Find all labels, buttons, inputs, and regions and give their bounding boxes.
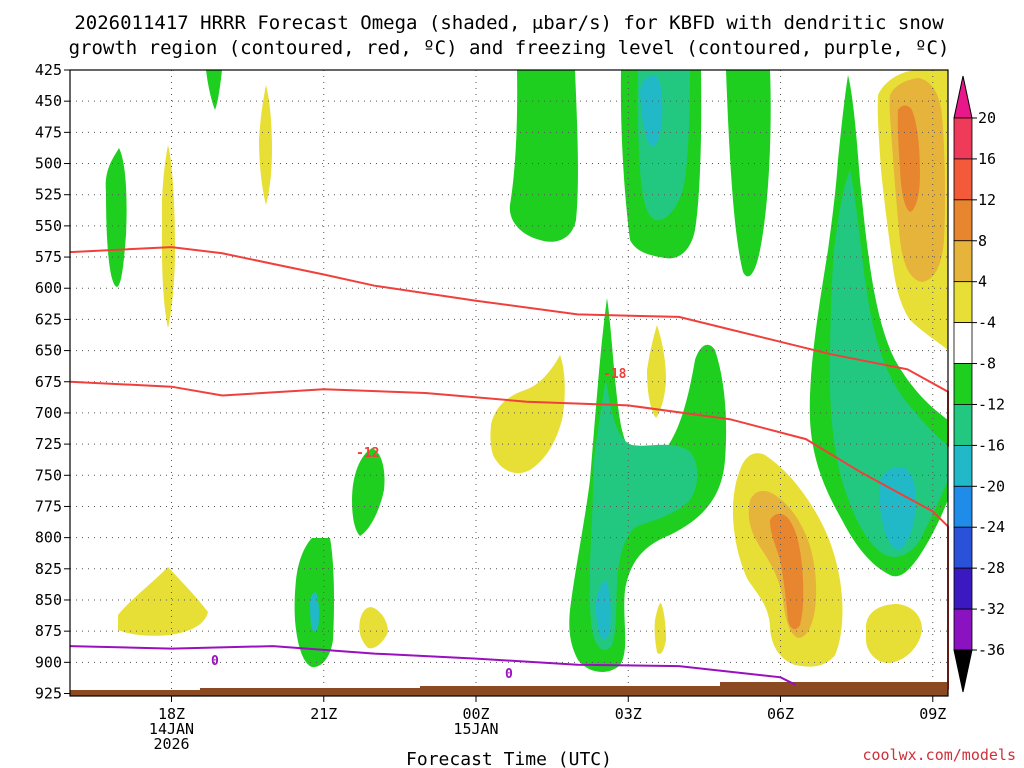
plot-frame	[69, 69, 949, 697]
y-tick-label: 875	[35, 622, 62, 640]
y-tick-label: 625	[35, 310, 62, 328]
colorbar-segment	[953, 485, 973, 528]
y-tick-label: 750	[35, 466, 62, 484]
omega-region	[118, 567, 208, 636]
colorbar-top-arrow	[953, 75, 973, 119]
chart-title-line2: growth region (contoured, red, ºC) and f…	[69, 37, 950, 59]
colorbar-segment	[953, 199, 973, 242]
contour-label: 0	[211, 654, 219, 669]
omega-region	[105, 148, 127, 287]
colorbar-segment	[953, 404, 973, 446]
colorbar-segment	[953, 322, 973, 364]
y-tick-label: 725	[35, 435, 62, 453]
omega-region	[654, 603, 666, 654]
y-tick-label: 500	[35, 155, 62, 173]
colorbar-segment	[953, 158, 973, 201]
omega-region	[259, 85, 272, 205]
colorbar-label: -36	[978, 641, 1005, 659]
colorbar-label: -4	[978, 314, 996, 332]
x-tick-label: 06Z	[767, 705, 794, 723]
colorbar-segment	[953, 117, 973, 160]
colorbar-label: 20	[978, 109, 996, 127]
omega-region	[866, 604, 922, 664]
colorbar-label: -12	[978, 395, 1005, 413]
colorbar-label: -24	[978, 518, 1005, 536]
x-tick-date: 15JAN	[453, 720, 498, 738]
y-axis: 425 450 475 500 525 550 575 600 625 650 675 700 725 7…	[35, 61, 70, 703]
contour-label: -12	[356, 446, 379, 461]
omega-region	[897, 105, 920, 212]
x-tick-label: 00Z	[462, 705, 489, 723]
y-tick-label: 850	[35, 591, 62, 609]
credit-text: coolwx.com/models	[862, 746, 1016, 764]
colorbar-segment	[953, 526, 973, 569]
y-tick-label: 825	[35, 560, 62, 578]
omega-region	[310, 592, 320, 632]
omega-region	[509, 70, 578, 242]
contour-minus18	[69, 246, 949, 447]
colorbar-label: -20	[978, 477, 1005, 495]
colorbar-label: -32	[978, 600, 1005, 618]
colorbar-segment	[953, 444, 973, 487]
colorbar-label: -8	[978, 355, 996, 373]
x-tick-year: 2026	[153, 735, 189, 753]
y-tick-label: 550	[35, 217, 62, 235]
colorbar-segment	[953, 281, 973, 324]
omega-region	[647, 325, 666, 418]
colorbar-bottom-arrow	[953, 649, 973, 693]
y-tick-label: 675	[35, 373, 62, 391]
omega-region	[352, 448, 385, 536]
y-tick-label: 575	[35, 248, 62, 266]
omega-region	[206, 70, 222, 110]
colorbar-label: -16	[978, 436, 1005, 454]
chart-title-line1: 2026011417 HRRR Forecast Omega (shaded, …	[74, 12, 944, 34]
y-tick-label: 775	[35, 497, 62, 515]
omega-region	[640, 75, 663, 147]
x-axis-label: Forecast Time (UTC)	[406, 749, 612, 768]
colorbar-label: -28	[978, 559, 1005, 577]
omega-region	[726, 70, 771, 277]
omega-region	[830, 170, 948, 557]
colorbar-label: 12	[978, 191, 996, 209]
x-tick-label: 03Z	[615, 705, 642, 723]
y-tick-label: 700	[35, 404, 62, 422]
y-tick-label: 600	[35, 279, 62, 297]
x-tick-label: 21Z	[310, 705, 337, 723]
y-tick-label: 475	[35, 123, 62, 141]
y-tick-label: 650	[35, 342, 62, 360]
omega-region	[359, 607, 388, 649]
colorbar-label: 4	[978, 273, 987, 291]
contour-label: 0	[505, 667, 513, 682]
colorbar-label: 8	[978, 232, 987, 250]
colorbar-segment	[953, 567, 973, 610]
colorbar: 20 16 12 8 4 -4 -8 -12 -16 -20 -24 -28 -32 -36	[953, 75, 1005, 693]
omega-region	[589, 380, 698, 650]
contour-0	[69, 645, 797, 686]
y-tick-label: 900	[35, 653, 62, 671]
colorbar-label: 16	[978, 150, 996, 168]
omega-region	[770, 513, 804, 630]
terrain-strip	[70, 682, 948, 696]
y-tick-label: 800	[35, 529, 62, 547]
colorbar-segment	[953, 608, 973, 651]
y-tick-label: 525	[35, 186, 62, 204]
y-tick-label: 425	[35, 61, 62, 79]
x-tick-label: 18Z	[158, 705, 185, 723]
y-tick-label: 925	[35, 685, 62, 703]
x-tick-label: 09Z	[919, 705, 946, 723]
y-tick-label: 450	[35, 92, 62, 110]
contour-label: -18	[603, 367, 627, 382]
colorbar-segment	[953, 363, 973, 405]
x-tick-date: 14JAN	[149, 720, 194, 738]
omega-region	[595, 580, 611, 640]
colorbar-segment	[953, 240, 973, 283]
